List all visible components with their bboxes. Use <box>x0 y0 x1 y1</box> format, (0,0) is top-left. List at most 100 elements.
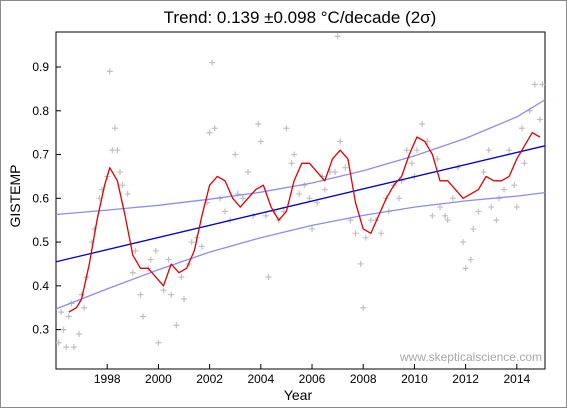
x-tick-label: 2006 <box>299 372 326 386</box>
monthly-point <box>488 204 495 211</box>
y-tick-label: 0.8 <box>32 104 49 118</box>
monthly-point <box>296 190 303 197</box>
y-axis-label: GISTEMP <box>7 164 23 227</box>
monthly-point <box>352 230 359 237</box>
monthly-point <box>314 199 321 206</box>
monthly-point <box>109 147 116 154</box>
monthly-point <box>221 208 228 215</box>
running-mean-line <box>68 132 541 313</box>
monthly-point <box>288 160 295 167</box>
y-tick-label: 0.6 <box>32 191 49 205</box>
monthly-point <box>65 313 72 320</box>
monthly-point <box>119 182 126 189</box>
monthly-point <box>485 147 492 154</box>
monthly-point <box>88 239 95 246</box>
monthly-point <box>321 186 328 193</box>
y-tick-label: 0.5 <box>32 235 49 249</box>
plot-frame <box>55 31 546 370</box>
trend-line <box>56 145 545 263</box>
monthly-point <box>56 339 62 346</box>
monthly-point <box>437 204 444 211</box>
x-tick-label: 2002 <box>196 372 223 386</box>
y-tick-label: 0.3 <box>32 323 49 337</box>
monthly-point <box>501 186 508 193</box>
monthly-point <box>332 169 339 176</box>
monthly-point <box>378 230 385 237</box>
monthly-point <box>291 151 298 158</box>
monthly-point <box>429 212 436 219</box>
monthly-point <box>76 330 83 337</box>
monthly-point <box>506 147 513 154</box>
monthly-point <box>360 304 367 311</box>
monthly-point <box>255 120 262 127</box>
x-tick-label: 2010 <box>401 372 428 386</box>
monthly-point <box>419 120 426 127</box>
monthly-point <box>357 260 364 267</box>
monthly-point <box>91 225 98 232</box>
monthly-point <box>58 309 65 316</box>
monthly-point <box>173 322 180 329</box>
x-tick-label: 1998 <box>94 372 121 386</box>
monthly-point <box>306 195 313 202</box>
monthly-point <box>155 339 162 346</box>
monthly-point <box>206 129 213 136</box>
monthly-point <box>521 160 528 167</box>
monthly-point <box>262 212 269 219</box>
monthly-point <box>454 164 461 171</box>
monthly-point <box>531 81 538 88</box>
plot-area <box>56 33 545 351</box>
confidence-lower-line <box>56 191 545 310</box>
monthly-point <box>342 164 349 171</box>
monthly-point <box>232 151 239 158</box>
monthly-point <box>137 291 144 298</box>
monthly-point <box>460 239 467 246</box>
monthly-point <box>470 225 477 232</box>
watermark: www.skepticalscience.com <box>399 350 542 364</box>
monthly-point <box>63 344 70 351</box>
monthly-point <box>462 265 469 272</box>
confidence-upper-line <box>56 99 545 216</box>
monthly-point <box>70 344 77 351</box>
monthly-point <box>480 169 487 176</box>
monthly-point <box>245 169 252 176</box>
monthly-point <box>408 160 415 167</box>
monthly-point <box>181 295 188 302</box>
monthly-point <box>129 269 136 276</box>
monthly-point <box>257 138 264 145</box>
monthly-point <box>449 195 456 202</box>
y-tick-label: 0.9 <box>32 60 49 74</box>
monthly-point <box>211 125 218 132</box>
monthly-point <box>106 68 113 75</box>
y-tick-label: 0.7 <box>32 148 49 162</box>
monthly-point <box>198 243 205 250</box>
monthly-point <box>81 304 88 311</box>
monthly-point <box>132 247 139 254</box>
monthly-point <box>160 287 167 294</box>
x-tick-label: 2008 <box>350 372 377 386</box>
monthly-point <box>178 274 185 281</box>
x-tick-label: 2000 <box>145 372 172 386</box>
monthly-point <box>434 155 441 162</box>
x-tick-label: 2012 <box>452 372 479 386</box>
monthly-point <box>60 326 67 333</box>
monthly-point <box>147 256 154 263</box>
monthly-point <box>442 212 449 219</box>
monthly-point <box>283 125 290 132</box>
monthly-point <box>518 125 525 132</box>
y-tick-label: 0.4 <box>32 279 49 293</box>
monthly-point <box>536 116 543 123</box>
monthly-point <box>309 225 316 232</box>
monthly-point <box>152 247 159 254</box>
chart-title: Trend: 0.139 ±0.098 °C/decade (2σ) <box>164 8 437 27</box>
monthly-point <box>265 274 272 281</box>
monthly-point <box>168 291 175 298</box>
monthly-point <box>513 204 520 211</box>
monthly-point <box>337 138 344 145</box>
monthly-point <box>209 59 216 66</box>
monthly-point <box>140 313 147 320</box>
monthly-point <box>117 169 124 176</box>
monthly-point <box>444 217 451 224</box>
monthly-point <box>124 190 131 197</box>
